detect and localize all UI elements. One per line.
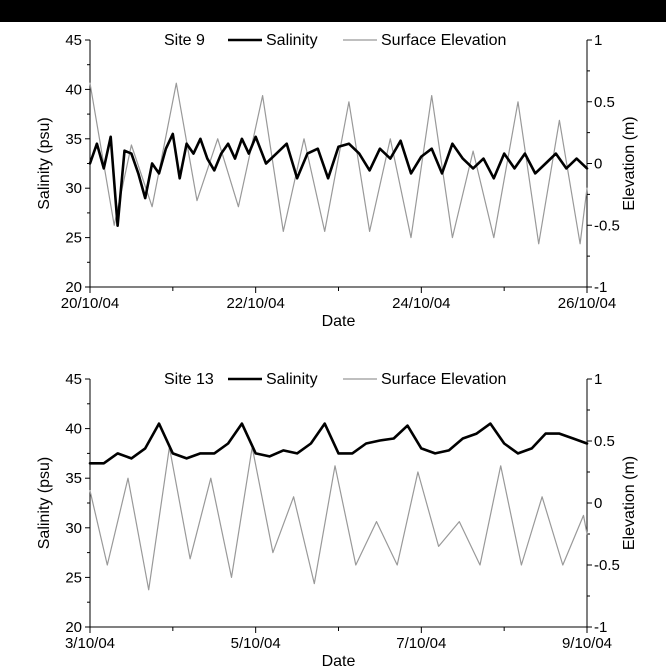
chart1-y2tick-label: -1 <box>594 279 607 296</box>
chart2-ytick-label: 35 <box>65 470 82 487</box>
chart2-x-axis-label: Date <box>322 653 356 670</box>
chart1-xtick-label: 20/10/04 <box>61 295 119 312</box>
chart1-ytick-label: 20 <box>65 279 82 296</box>
chart2-series-salinity-line <box>88 422 589 465</box>
chart1-ytick-label: 35 <box>65 131 82 148</box>
chart1-xtick-label: 24/10/04 <box>392 295 450 312</box>
chart1-title: Site 9 <box>164 32 205 49</box>
chart2-y-axis-label: Salinity (psu) <box>36 457 53 549</box>
chart2-ytick-label: 30 <box>65 520 82 537</box>
chart1-ytick-label: 40 <box>65 81 82 98</box>
chart2-legend-elevation-label: Surface Elevation <box>381 371 506 388</box>
chart1-xtick-label: 26/10/04 <box>558 295 616 312</box>
chart1-series-surface-elevation-line <box>89 82 588 245</box>
chart2-y2tick-label: 0 <box>594 495 602 512</box>
chart1-series-salinity-line <box>88 132 589 227</box>
chart1-y2tick-label: 0 <box>594 156 602 173</box>
chart1-ytick-label: 30 <box>65 180 82 197</box>
chart2-panel: 20 25 30 35 40 45 -1 -0.5 0 0.5 1 3/10/04 5/10/04 7/1… <box>36 371 638 670</box>
chart1-y2tick-label: 1 <box>594 32 602 49</box>
chart2-legend-salinity-label: Salinity <box>266 371 318 388</box>
chart2-title: Site 13 <box>164 371 214 388</box>
chart2-y2tick-label: 0.5 <box>594 433 615 450</box>
chart2-ytick-label: 40 <box>65 421 82 438</box>
chart1-panel: 20 25 30 35 40 45 -1 -0.5 0 0.5 1 20/10/04 22/10/04 2… <box>36 32 638 330</box>
chart2-xtick-label: 5/10/04 <box>231 635 281 652</box>
chart2-y2tick-label: 1 <box>594 371 602 388</box>
chart2-series-surface-elevation-line <box>89 446 588 591</box>
chart1-y2tick-label: -0.5 <box>594 217 620 234</box>
chart2-ytick-label: 20 <box>65 619 82 636</box>
chart1-xtick-label: 22/10/04 <box>226 295 284 312</box>
top-black-bar <box>0 0 666 22</box>
chart2-xtick-label: 9/10/04 <box>562 635 612 652</box>
chart2-y2tick-label: -1 <box>594 619 607 636</box>
chart1-ytick-label: 25 <box>65 230 82 247</box>
chart2-ytick-label: 45 <box>65 371 82 388</box>
chart1-legend-elevation-label: Surface Elevation <box>381 32 506 49</box>
chart2-xtick-label: 7/10/04 <box>396 635 446 652</box>
chart2-xtick-label: 3/10/04 <box>65 635 115 652</box>
chart1-ytick-label: 45 <box>65 32 82 49</box>
chart2-y2tick-label: -0.5 <box>594 557 620 574</box>
chart2-y2-axis-label: Elevation (m) <box>621 456 638 550</box>
chart1-y2tick-label: 0.5 <box>594 94 615 111</box>
chart1-legend-salinity-label: Salinity <box>266 32 318 49</box>
chart2-ytick-label: 25 <box>65 569 82 586</box>
chart1-x-axis-label: Date <box>322 313 356 330</box>
chart1-y2-axis-label: Elevation (m) <box>621 116 638 210</box>
chart1-y-axis-label: Salinity (psu) <box>36 117 53 209</box>
